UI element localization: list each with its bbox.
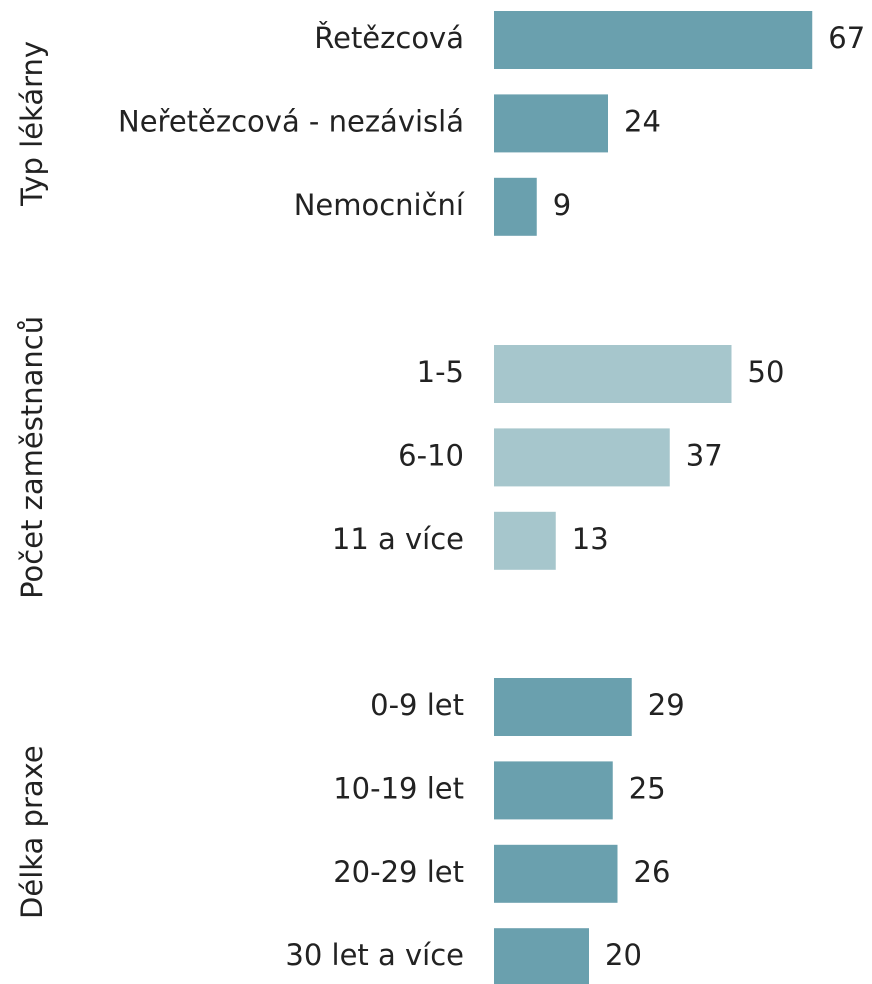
category-label: Řetězcová bbox=[314, 21, 464, 55]
value-label: 50 bbox=[748, 355, 785, 389]
group-title: Typ lékárny bbox=[15, 41, 49, 207]
bar bbox=[494, 345, 732, 403]
group-title: Délka praxe bbox=[15, 745, 49, 919]
bar bbox=[494, 428, 670, 487]
category-label: 6-10 bbox=[398, 438, 464, 472]
bar bbox=[494, 511, 556, 570]
value-label: 20 bbox=[605, 938, 642, 972]
category-label: 30 let a více bbox=[285, 938, 464, 972]
value-label: 9 bbox=[553, 188, 571, 222]
bar bbox=[494, 928, 589, 984]
value-label: 25 bbox=[629, 771, 666, 805]
category-label: 10-19 let bbox=[333, 771, 464, 805]
bar bbox=[494, 678, 632, 736]
value-label: 26 bbox=[634, 855, 671, 889]
category-label: 11 a více bbox=[332, 522, 464, 556]
value-label: 67 bbox=[828, 21, 865, 55]
bar bbox=[494, 844, 618, 903]
category-label: 20-29 let bbox=[333, 855, 464, 889]
value-label: 13 bbox=[572, 522, 609, 556]
value-label: 24 bbox=[624, 104, 661, 138]
group-title: Počet zaměstnanců bbox=[15, 316, 49, 599]
bar bbox=[494, 761, 613, 820]
bar bbox=[494, 94, 608, 153]
bar bbox=[494, 177, 537, 236]
value-label: 29 bbox=[648, 688, 685, 722]
category-label: 1-5 bbox=[417, 355, 464, 389]
category-label: 0-9 let bbox=[370, 688, 464, 722]
value-label: 37 bbox=[686, 438, 723, 472]
category-label: Nemocniční bbox=[294, 188, 465, 222]
bar bbox=[494, 11, 813, 69]
category-label: Neřetězcová - nezávislá bbox=[118, 104, 464, 138]
